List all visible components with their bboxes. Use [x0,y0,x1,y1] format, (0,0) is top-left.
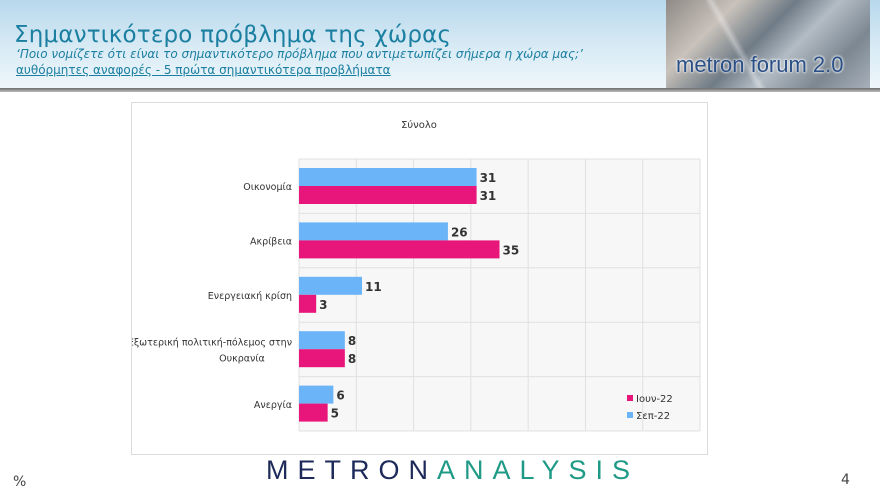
data-label: 8 [348,352,356,366]
bar-Σεπ-22 [299,168,477,186]
data-label: 8 [348,334,356,348]
bar-Σεπ-22 [299,385,334,404]
bar-Ιουν-22 [299,186,477,204]
chart-container: Σύνολο Οικονομία 31 31 Ακρίβεια 26 35 Ενεργειακ… [128,102,708,455]
category-label: Ενεργειακή κρίση [208,291,292,302]
legend-swatch [627,395,633,401]
data-label: 3 [319,298,327,312]
logo-text: metron forum 2.0 [676,52,844,77]
metron-analysis-logo: METRONANALYSIS [266,455,639,486]
question-note: αυθόρμητες αναφορές - 5 πρώτα σημαντικότ… [16,63,391,77]
brand-part2: ANALYSIS [437,455,640,485]
legend-label: Ιουν-22 [636,394,673,405]
data-label: 31 [480,189,497,203]
bar-chart: ΣύνολοΟικονομία3131Ακρίβεια2635Ενεργειακ… [128,119,701,432]
chart-title: Σύνολο [401,119,437,131]
brand-part1: METRON [266,455,437,485]
category-label: Ανεργία [254,400,292,411]
bar-Ιουν-22 [299,349,345,368]
metron-forum-logo: metron forum 2.0 [666,0,870,88]
data-label: 11 [365,280,382,294]
page-title: Σημαντικότερο πρόβλημα της χώρας [14,22,452,48]
bar-Ιουν-22 [299,294,317,313]
unit-label: % [13,474,27,490]
bar-Σεπ-22 [299,276,363,295]
legend-swatch [627,412,633,418]
plot-area [299,159,700,431]
legend-label: Σεπ-22 [636,411,670,422]
page-number: 4 [841,472,850,488]
header-divider [0,88,880,92]
bar-Ιουν-22 [299,403,328,422]
category-label: Ακρίβεια [250,237,292,248]
data-label: 26 [451,225,468,239]
category-label: Ουκρανία [219,353,265,364]
question-subtitle: ‘Ποιο νομίζετε ότι είναι το σημαντικότερ… [16,47,583,61]
data-label: 31 [480,171,497,185]
bar-Σεπ-22 [299,222,448,241]
category-label: Οικονομία [243,182,292,193]
bar-Σεπ-22 [299,331,345,350]
bar-Ιουν-22 [299,240,500,259]
data-label: 6 [336,389,344,403]
data-label: 5 [331,407,339,421]
category-label: Εξωτερική πολιτική-πόλεμος στην [132,337,292,348]
data-label: 35 [503,243,520,257]
